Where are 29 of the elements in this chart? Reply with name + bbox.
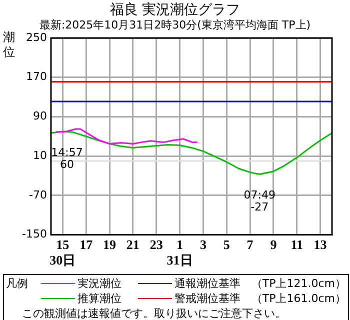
legend-label: 通報潮位基準 （TP上121.0cm） (174, 277, 346, 290)
x-tick-label: 23 (150, 236, 164, 252)
x-tick-label: 3 (200, 236, 207, 252)
annotation: 07:49 -27 (244, 188, 276, 214)
x-tick-label: 1 31日 (166, 236, 193, 268)
y-tick-label: 10 (32, 148, 47, 162)
x-tick-label: 17 (80, 236, 94, 252)
x-tick-label: 21 (126, 236, 140, 252)
x-tick-label: 11 (290, 236, 304, 252)
x-tick-label: 15 30日 (50, 236, 76, 268)
annotation: 14:57 60 (51, 146, 83, 171)
x-tick-label: 19 (103, 236, 117, 252)
y-tick-label: -150 (22, 228, 47, 241)
x-tick-label: 5 (223, 236, 230, 252)
y-axis-title: 潮位 (3, 30, 16, 60)
y-tick-label: 90 (32, 110, 47, 123)
chart-title: 福良 実況潮位グラフ (110, 2, 240, 18)
x-tick-label: 7 (246, 236, 254, 252)
y-tick-label: -70 (28, 188, 47, 202)
legend-label: 推算潮位 (77, 292, 122, 305)
legend-label: 実況潮位 (77, 277, 122, 290)
legend-label: 警戒潮位基準 （TP上161.0cm） (174, 292, 346, 305)
y-tick-label: 250 (26, 30, 47, 44)
y-tick-label: 170 (26, 70, 47, 84)
x-tick-label: 13 (314, 236, 328, 252)
legend-title: 凡例 (6, 276, 29, 291)
text: この観測値は速報値です。取り扱いにご注意下さい。 (21, 306, 287, 320)
x-tick-label: 9 (270, 236, 278, 252)
chart-subtitle: 最新:2025年10月31日2時30分(東京湾平均海面 TP上) (39, 18, 311, 32)
